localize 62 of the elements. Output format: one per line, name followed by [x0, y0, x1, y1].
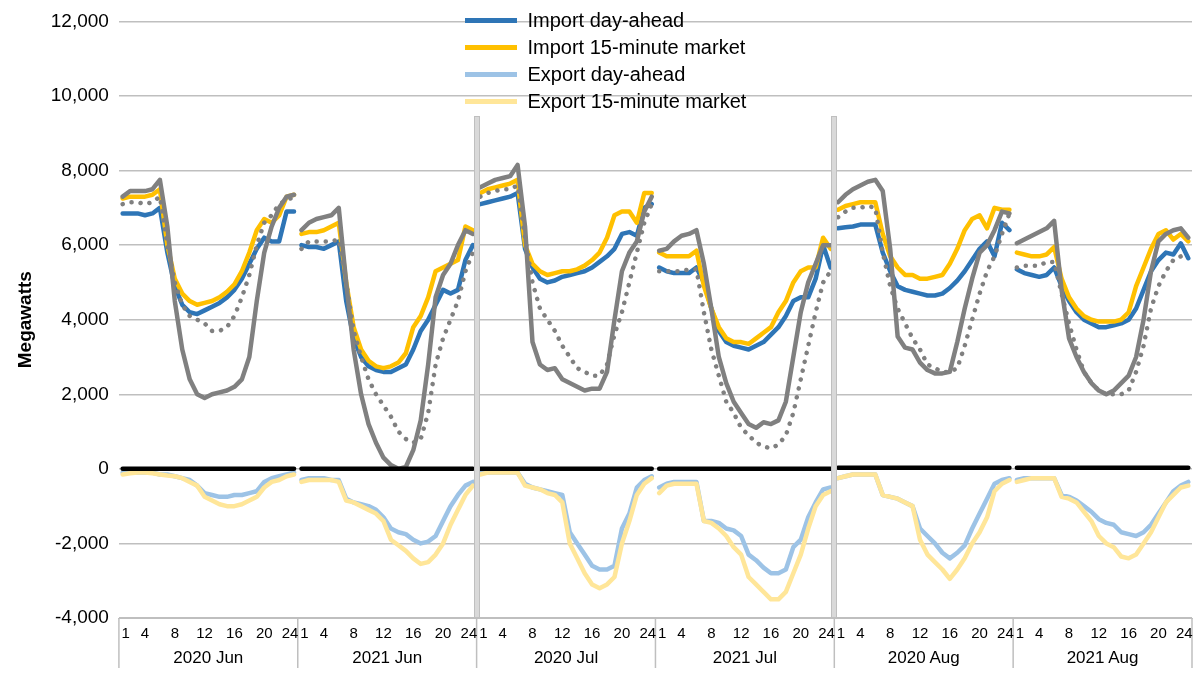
text: 2021 Jul [712, 647, 778, 667]
x-tick-label: 8 [349, 624, 358, 642]
x-tick-label: 8 [886, 624, 895, 642]
x-tick-label: 8 [707, 624, 716, 642]
text: 2020 Jun [173, 647, 244, 667]
y-tick-label: 2,000 [61, 382, 109, 404]
y-tick-label: 10,000 [50, 84, 109, 106]
x-tick-label: 4 [140, 624, 150, 642]
legend-label: Import day-ahead [527, 8, 685, 34]
text: 2021 Aug [1066, 647, 1139, 667]
x-tick-label: 16 [941, 624, 959, 642]
x-tick-label: 24 [281, 624, 299, 642]
x-tick-label: 8 [528, 624, 537, 642]
x-tick-label: 20 [792, 624, 810, 642]
x-tick-label: 8 [1064, 624, 1074, 642]
x-tick-label: 12 [1090, 624, 1108, 642]
x-tick-label: 4 [498, 624, 507, 642]
x-tick-label: 16 [404, 624, 422, 642]
x-tick-label: 4 [856, 624, 865, 642]
x-tick-label: 12 [732, 624, 750, 642]
text: 2020 Jul [533, 647, 599, 667]
y-tick-label: 4,000 [61, 307, 109, 329]
x-tick-label: 1 [658, 624, 667, 642]
x-tick-label: 1 [121, 624, 130, 642]
x-tick-label: 12 [911, 624, 929, 642]
x-tick-label: 16 [762, 624, 780, 642]
x-tick-label: 16 [226, 624, 243, 642]
x-tick-label: 12 [553, 624, 571, 642]
x-tick-label: 24 [1175, 624, 1193, 642]
y-tick-label: -2,000 [55, 531, 109, 553]
y-tick-label: 0 [98, 457, 109, 479]
x-tick-label: 20 [1150, 624, 1167, 642]
x-tick-label: 16 [583, 624, 601, 642]
x-tick-label: 1 [836, 624, 846, 642]
x-tick-label: 4 [1035, 624, 1044, 642]
y-tick-label: 8,000 [61, 158, 109, 180]
x-tick-label: 24 [818, 624, 835, 642]
x-tick-label: 12 [375, 624, 392, 642]
legend-label: Export 15-minute market [527, 89, 747, 115]
x-tick-label: 12 [196, 624, 213, 642]
y-tick-label: -4,000 [55, 606, 109, 628]
x-tick-label: 24 [639, 624, 657, 642]
x-tick-label: 1 [300, 624, 309, 642]
x-tick-label: 20 [255, 624, 273, 642]
x-tick-label: 24 [460, 624, 478, 642]
x-tick-label: 20 [613, 624, 631, 642]
x-tick-label: 20 [434, 624, 452, 642]
x-tick-label: 1 [479, 624, 488, 642]
legend-label: Export day-ahead [527, 62, 686, 88]
x-tick-label: 8 [170, 624, 179, 642]
text: 2021 Jun [352, 647, 423, 667]
x-tick-label: 16 [1120, 624, 1137, 642]
y-tick-label: 12,000 [50, 9, 109, 31]
text: 2020 Aug [887, 647, 960, 667]
y-axis-title: Megawatts [13, 271, 35, 369]
x-tick-label: 24 [997, 624, 1014, 642]
x-tick-label: 20 [971, 624, 988, 642]
x-tick-label: 4 [319, 624, 329, 642]
x-tick-label: 1 [1015, 624, 1025, 642]
x-tick-label: 4 [677, 624, 686, 642]
y-tick-label: 6,000 [61, 233, 109, 255]
legend-label: Import 15-minute market [527, 35, 746, 61]
